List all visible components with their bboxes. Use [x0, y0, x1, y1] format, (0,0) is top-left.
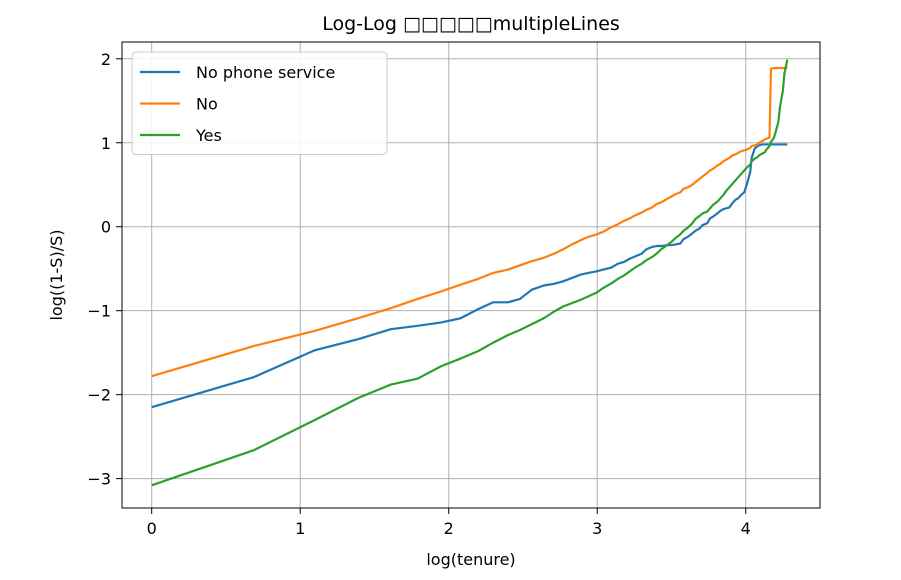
series-lines	[151, 59, 789, 487]
legend-label-yes: Yes	[195, 126, 222, 145]
axis-ticks: 0 1 2 3 4 −3 −2 −1 0 1 2	[87, 50, 750, 538]
chart-title: Log-Log □□□□□multipleLines	[322, 13, 620, 35]
y-axis-label: log((1-S)/S)	[47, 229, 66, 320]
legend: No phone service No Yes	[131, 51, 388, 155]
series-line-yes	[151, 59, 789, 487]
x-tick-label: 2	[444, 519, 454, 538]
series-line-no	[151, 66, 788, 378]
x-tick-label: 4	[741, 519, 751, 538]
x-tick-label: 0	[147, 519, 157, 538]
y-tick-label: −2	[87, 386, 111, 405]
legend-label-no: No	[196, 95, 218, 114]
y-tick-label: 2	[101, 50, 111, 69]
y-tick-label: 1	[101, 134, 111, 153]
plot-area-frame	[121, 41, 821, 509]
x-tick-label: 1	[295, 519, 305, 538]
grid	[122, 42, 820, 508]
legend-label-no-phone-service: No phone service	[196, 63, 335, 82]
x-tick-label: 3	[592, 519, 602, 538]
y-tick-label: −1	[87, 302, 111, 321]
y-tick-label: 0	[101, 218, 111, 237]
y-tick-label: −3	[87, 470, 111, 489]
x-axis-label: log(tenure)	[426, 550, 515, 569]
legend-box	[131, 51, 388, 155]
series-line-no-phone-service	[151, 143, 788, 409]
